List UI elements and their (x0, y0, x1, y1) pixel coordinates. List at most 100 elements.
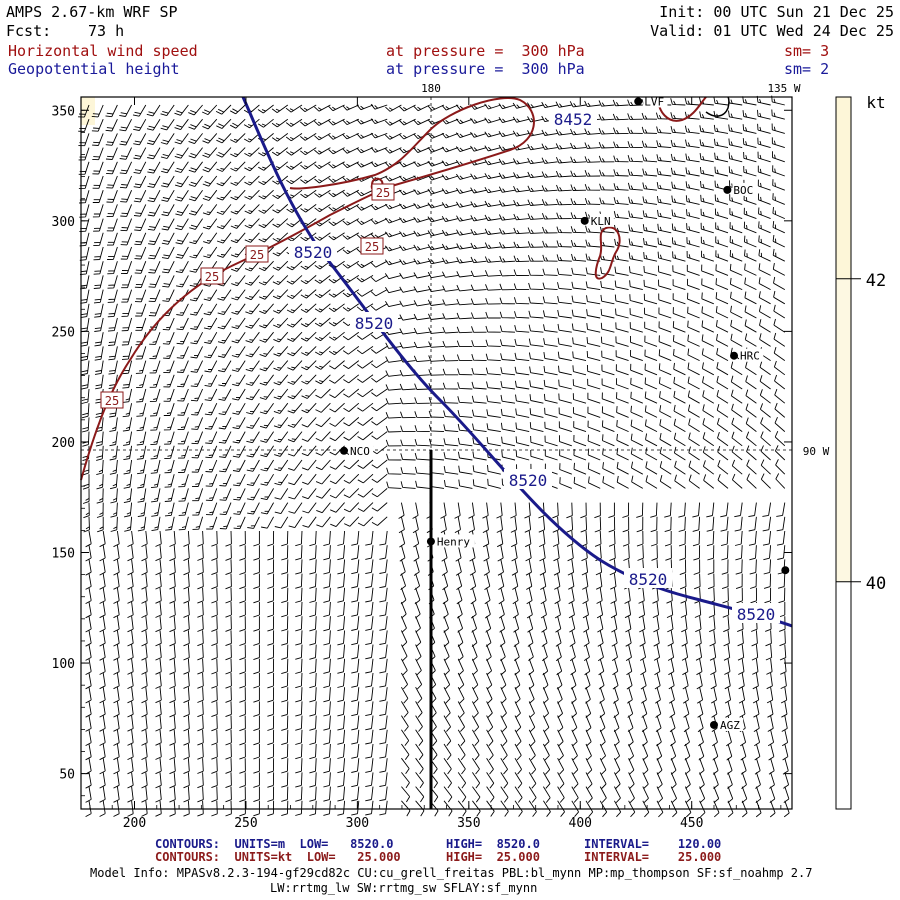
wind-barb (584, 672, 591, 690)
wind-barb (399, 161, 416, 168)
wind-barb (528, 687, 535, 704)
wind-barb (219, 516, 232, 530)
wind-barb (614, 280, 629, 291)
wind-barb (658, 335, 672, 347)
wind-barb (169, 687, 176, 704)
wind-barb (700, 222, 714, 234)
wind-barb (121, 317, 133, 332)
wind-barb (258, 275, 274, 286)
wind-barb (557, 743, 564, 761)
wind-barb (443, 424, 459, 433)
wind-barb (441, 215, 459, 223)
wind-barb (337, 658, 346, 674)
wind-barb (642, 182, 658, 191)
wind-barb (164, 431, 175, 445)
wind-barb (629, 280, 643, 291)
speed-contour-label: 25 (105, 394, 119, 408)
wind-barb (233, 516, 246, 530)
wind-barb (670, 800, 678, 818)
wind-barb (762, 516, 772, 532)
wind-barb (552, 530, 560, 547)
wind-barb (260, 473, 274, 486)
wind-barb (160, 133, 175, 145)
meridian-label-180: 180 (421, 82, 441, 95)
wind-barb (82, 431, 90, 447)
wind-barb (399, 328, 416, 335)
wind-barb (614, 786, 621, 804)
wind-barb (413, 286, 430, 293)
wind-barb (99, 786, 106, 803)
wind-barb (315, 473, 331, 485)
wind-barb (379, 786, 388, 802)
wind-barb (655, 687, 661, 704)
wind-barb (601, 364, 615, 376)
wind-barb (122, 403, 133, 418)
wind-barb (316, 502, 331, 514)
wind-barb (528, 729, 536, 747)
wind-barb (571, 772, 579, 789)
wind-barb (513, 255, 530, 263)
wind-barb (674, 474, 686, 489)
wind-barb (581, 530, 588, 547)
wind-barb (630, 419, 643, 433)
wind-barb (653, 630, 660, 647)
wind-barb (613, 729, 620, 747)
wind-barb (96, 474, 104, 490)
wind-barb (641, 687, 647, 704)
wind-barb (625, 644, 632, 661)
wind-barb (244, 147, 260, 157)
wind-barb (769, 786, 776, 804)
wind-barb (329, 360, 345, 370)
wind-barb (686, 209, 700, 220)
wind-barb (399, 342, 416, 349)
wind-barb (197, 616, 204, 632)
wind-barb (471, 687, 479, 704)
wind-barb (485, 297, 501, 305)
wind-barb (99, 743, 106, 761)
wind-barb (542, 282, 558, 291)
x-tick-label: 300 (346, 816, 369, 831)
wind-barb (384, 231, 402, 238)
wind-barb (757, 137, 771, 149)
wind-barb (267, 687, 275, 703)
wind-barb (328, 331, 345, 341)
wind-barb (107, 289, 118, 303)
wind-barb (754, 758, 761, 775)
wind-barb (742, 124, 757, 134)
wind-barb (149, 346, 161, 360)
wind-barb (155, 530, 162, 547)
wind-barb (783, 800, 790, 818)
wind-barb (608, 516, 616, 533)
wind-barb (356, 346, 374, 355)
wind-barb (141, 772, 148, 789)
wind-barb (541, 213, 558, 220)
wind-barb (163, 403, 175, 416)
wind-barb (217, 346, 232, 358)
wind-barb (470, 601, 477, 619)
wind-barb (343, 374, 360, 384)
wind-barb (544, 435, 558, 447)
wind-barb (243, 133, 260, 143)
wind-barb (127, 800, 134, 817)
wind-barb (553, 559, 561, 576)
wind-barb (498, 172, 516, 179)
wind-barb (149, 332, 161, 345)
wind-barb (99, 715, 106, 732)
wind-barb (641, 140, 658, 149)
speed-contour-25 (80, 97, 535, 481)
wind-barb (539, 559, 546, 576)
wind-barb (498, 186, 516, 193)
wind-barb (687, 390, 700, 404)
wind-barb (351, 630, 360, 646)
wind-barb (482, 502, 489, 519)
colorbar-band-40-42 (836, 278, 851, 582)
wind-barb (442, 368, 459, 376)
wind-barb (253, 602, 260, 618)
wind-barb (757, 123, 771, 134)
wind-barb (239, 630, 246, 646)
wind-barb (498, 158, 516, 165)
wind-barb (244, 175, 260, 186)
wind-barb (225, 715, 232, 732)
wind-barb (351, 758, 360, 773)
wind-barb (568, 587, 575, 605)
